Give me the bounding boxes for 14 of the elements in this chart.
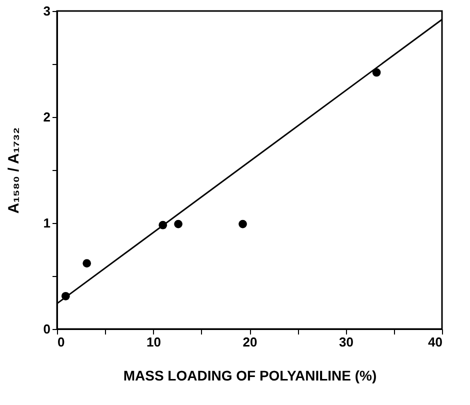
y-axis-title: A₁₅₈₀ / A₁₇₃₂ <box>5 127 22 214</box>
point <box>238 220 247 228</box>
x-tick-label: 40 <box>428 334 442 350</box>
point <box>174 220 182 228</box>
y-tick-label: 2 <box>43 110 50 124</box>
x-tick-label: 10 <box>146 334 161 350</box>
x-axis-title: MASS LOADING OF POLYANILINE (%) <box>123 368 377 384</box>
point <box>82 259 92 268</box>
x-tick-label: 30 <box>339 334 354 350</box>
y-tick-label: 0 <box>43 322 50 336</box>
y-tick-label: 1 <box>43 216 50 230</box>
x-tick-label: 0 <box>58 334 65 350</box>
x-tick-label: 20 <box>242 334 258 350</box>
y-tick-label: 3 <box>43 4 50 18</box>
